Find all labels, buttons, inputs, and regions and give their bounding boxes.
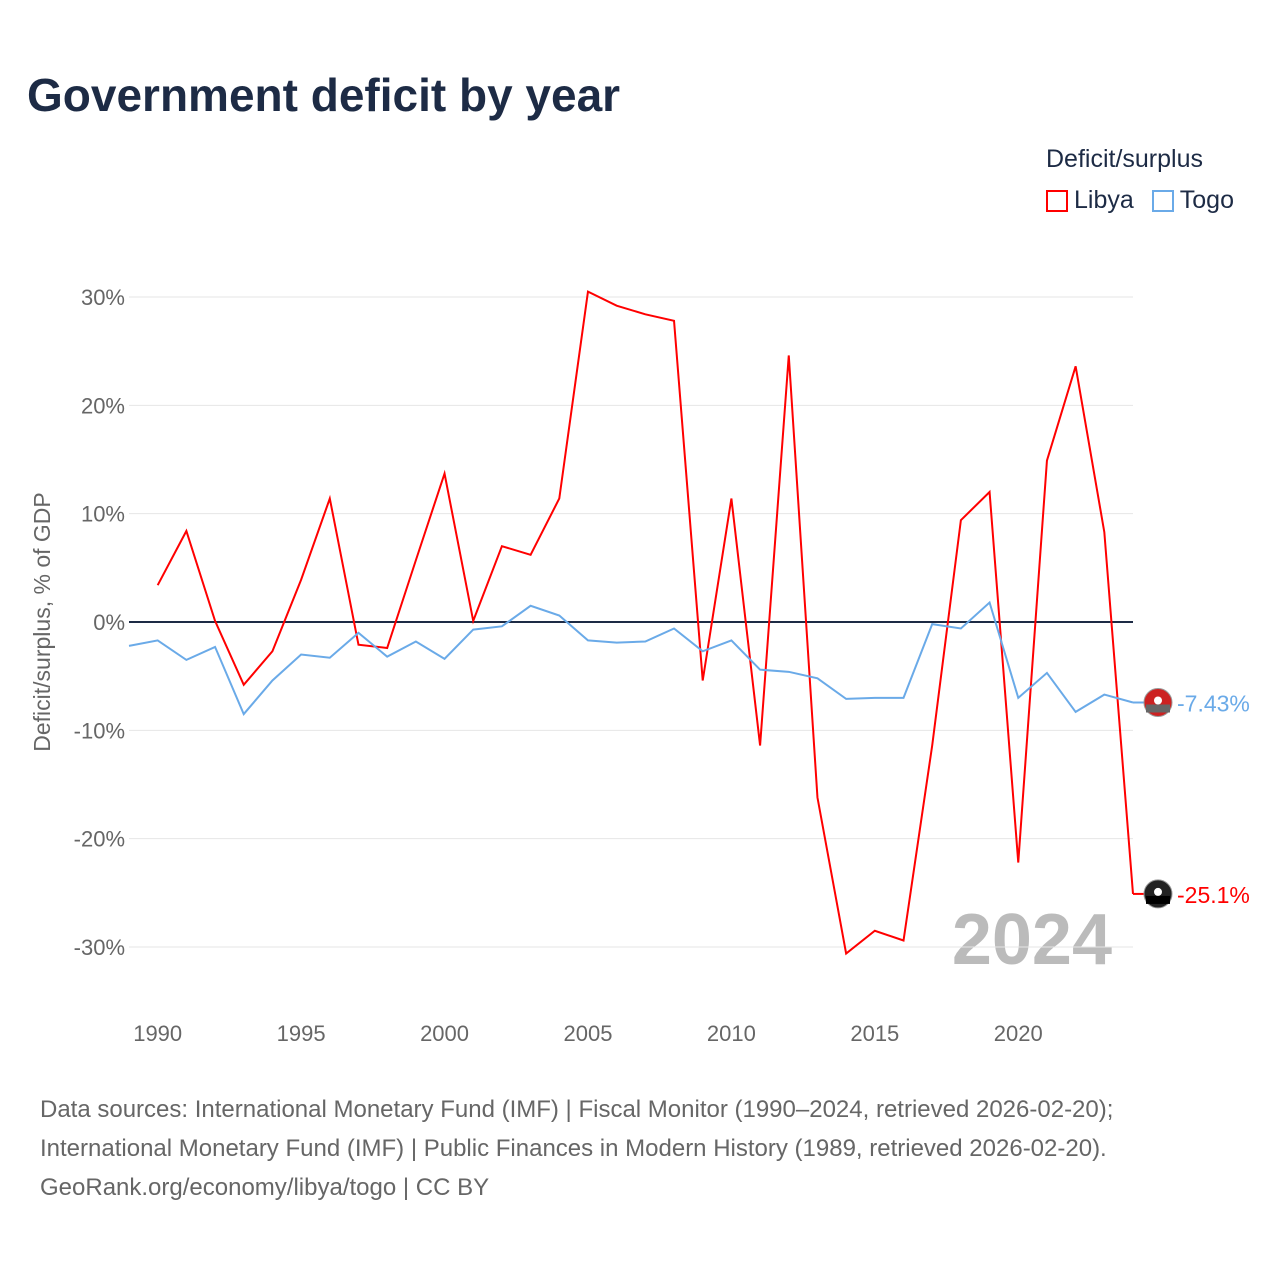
x-tick-label: 2010 xyxy=(707,1021,756,1046)
x-tick-label: 2005 xyxy=(563,1021,612,1046)
x-tick-label: 1995 xyxy=(277,1021,326,1046)
flag-icon-togo xyxy=(1143,687,1173,717)
y-tick-label: 0% xyxy=(93,610,125,635)
legend-item-togo[interactable]: Togo xyxy=(1151,186,1234,215)
series-line-togo xyxy=(128,600,1134,716)
y-tick-label: -30% xyxy=(74,935,125,960)
year-overlay: 2024 xyxy=(952,900,1112,980)
source-line: International Monetary Fund (IMF) | Publ… xyxy=(40,1135,1107,1162)
footer: Data sources: International Monetary Fun… xyxy=(40,1090,1113,1207)
legend-label: Libya xyxy=(1074,186,1134,214)
legend-label: Togo xyxy=(1179,186,1234,214)
legend-swatch-togo xyxy=(1151,189,1174,212)
chart-title: Government deficit by year xyxy=(27,69,621,121)
legend: Libya Togo xyxy=(1046,186,1234,215)
legend-title: Deficit/surplus xyxy=(1046,145,1203,173)
y-tick-label: 20% xyxy=(81,393,125,418)
x-tick-label: 2015 xyxy=(850,1021,899,1046)
legend-item-libya[interactable]: Libya xyxy=(1046,186,1134,215)
y-axis-label: Deficit/surplus, % of GDP xyxy=(29,492,55,751)
attribution-link[interactable]: GeoRank.org/economy/libya/togo | CC BY xyxy=(40,1174,490,1201)
x-tick-label: 2020 xyxy=(994,1021,1043,1046)
legend-swatch-libya xyxy=(1046,189,1068,212)
end-value-label: -7.43% xyxy=(1177,690,1250,716)
source-line: Data sources: International Monetary Fun… xyxy=(40,1096,1114,1123)
y-tick-label: -10% xyxy=(74,718,125,743)
x-tick-label: 1990 xyxy=(133,1021,182,1046)
y-tick-label: 30% xyxy=(81,285,125,310)
end-value-label: -25.1% xyxy=(1177,882,1250,908)
y-tick-label: 10% xyxy=(81,502,125,527)
series-line-libya xyxy=(156,290,1134,956)
flag-icon-libya xyxy=(1143,879,1173,909)
y-tick-label: -20% xyxy=(74,827,125,852)
x-tick-label: 2000 xyxy=(420,1021,469,1046)
